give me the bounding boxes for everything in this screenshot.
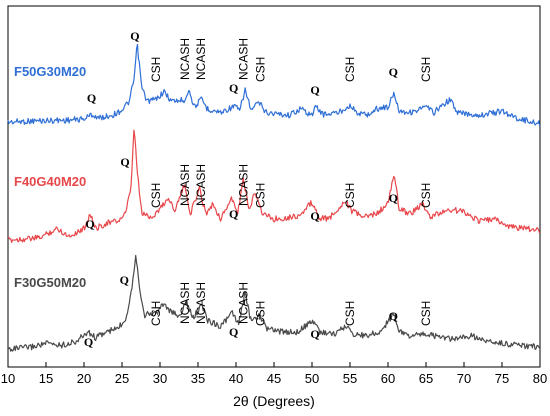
- peak-label-q: Q: [310, 83, 319, 97]
- series-line-f40g40m20: [7, 129, 541, 243]
- x-tick-label: 55: [343, 371, 357, 386]
- x-tick-label: 50: [305, 371, 319, 386]
- peak-label-ncash: NCASH: [194, 282, 208, 324]
- x-axis: 10 15 20 25 30 35 40 45 50 55 60 65 70 75 80: [1, 362, 547, 386]
- x-tick-label: 60: [381, 371, 395, 386]
- peak-label-ncash: NCASH: [237, 164, 251, 206]
- peak-label-q: Q: [310, 327, 319, 341]
- x-tick-label: 30: [153, 371, 167, 386]
- peak-label-csh: CSH: [149, 301, 163, 326]
- series-layer: [7, 43, 541, 352]
- x-tick-label: 20: [77, 371, 91, 386]
- peak-label-ncash: NCASH: [178, 282, 192, 324]
- x-tick-label: 65: [419, 371, 433, 386]
- peak-label-csh: CSH: [253, 183, 267, 208]
- peak-label-ncash: NCASH: [237, 282, 251, 324]
- x-tick-label: 15: [39, 371, 53, 386]
- x-tick-label: 35: [191, 371, 205, 386]
- peak-label-q: Q: [120, 155, 129, 169]
- peak-label-csh: CSH: [419, 183, 433, 208]
- peak-label-csh: CSH: [149, 183, 163, 208]
- peak-label-q: Q: [229, 81, 238, 95]
- series-name: F30G50M20: [14, 275, 86, 290]
- peak-label-csh: CSH: [149, 57, 163, 82]
- peak-label-csh: CSH: [343, 57, 357, 82]
- peak-label-csh: CSH: [419, 301, 433, 326]
- peak-label-ncash: NCASH: [178, 164, 192, 206]
- peak-label-q: Q: [229, 207, 238, 221]
- x-tick-label: 70: [457, 371, 471, 386]
- peak-label-q: Q: [389, 191, 398, 205]
- x-tick-label: 45: [267, 371, 281, 386]
- peak-label-csh: CSH: [343, 183, 357, 208]
- series-name-layer: F50G30M20 F40G40M20 F30G50M20: [14, 64, 86, 290]
- x-tick-label: 40: [229, 371, 243, 386]
- x-tick-label: 25: [115, 371, 129, 386]
- peak-label-q: Q: [130, 29, 139, 43]
- peak-label-q: Q: [85, 217, 94, 231]
- x-axis-title: 2θ (Degrees): [233, 393, 315, 409]
- peak-label-csh: CSH: [253, 57, 267, 82]
- peak-label-q: Q: [87, 91, 96, 105]
- peak-label-q: Q: [229, 325, 238, 339]
- plot-frame: [7, 5, 541, 368]
- x-tick-label: 75: [495, 371, 509, 386]
- peak-label-q: Q: [84, 335, 93, 349]
- peak-label-csh: CSH: [343, 301, 357, 326]
- peak-label-q: Q: [120, 273, 129, 287]
- peak-label-ncash: NCASH: [194, 164, 208, 206]
- peak-label-ncash: NCASH: [237, 38, 251, 80]
- series-line-f30g50m20: [7, 254, 541, 352]
- x-tick-label: 80: [533, 371, 547, 386]
- peak-label-q: Q: [389, 65, 398, 79]
- peak-label-ncash: NCASH: [194, 38, 208, 80]
- peak-label-ncash: NCASH: [178, 38, 192, 80]
- series-line-f50g30m20: [7, 43, 541, 127]
- peak-label-csh: CSH: [253, 301, 267, 326]
- peak-label-q: Q: [310, 209, 319, 223]
- peak-label-q: Q: [389, 309, 398, 323]
- series-name: F50G30M20: [14, 64, 86, 79]
- peak-label-csh: CSH: [419, 57, 433, 82]
- x-tick-label: 10: [1, 371, 15, 386]
- series-name: F40G40M20: [14, 174, 86, 189]
